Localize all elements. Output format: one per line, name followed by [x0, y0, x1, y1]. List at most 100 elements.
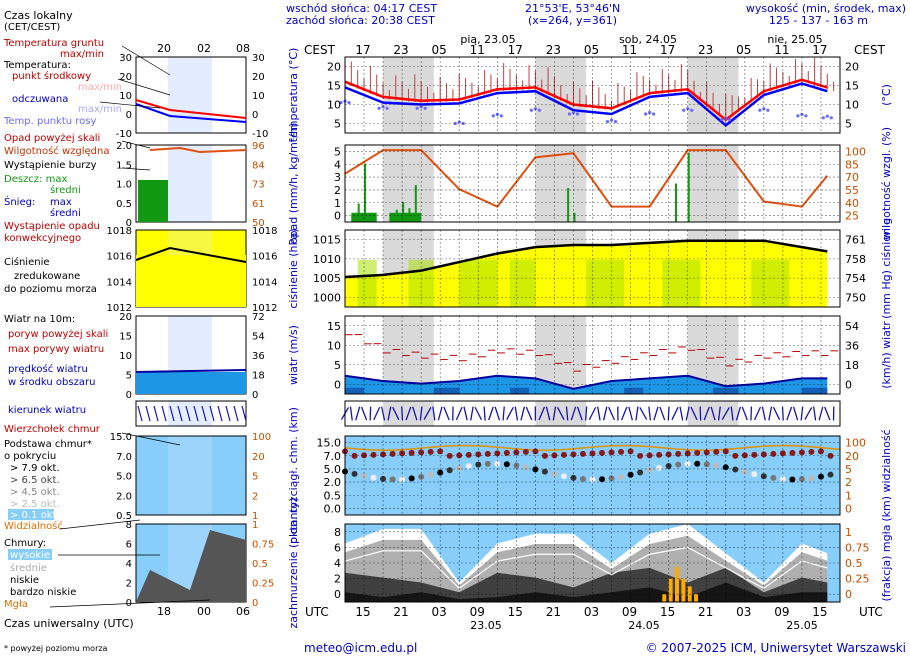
- pressure-shade-5: [662, 260, 700, 307]
- cloud-base-dot: [390, 476, 396, 482]
- dew-point-dot: [758, 109, 761, 112]
- legend-mini-ytick: 4: [126, 559, 132, 570]
- ytick-left: 20: [327, 61, 341, 74]
- wind-shade-3: [624, 388, 643, 394]
- ytick-right: 36: [845, 339, 859, 352]
- cloud-base-dot: [808, 475, 814, 481]
- legend-humidity: Wilgotność względna: [4, 145, 109, 157]
- dew-point-dot: [796, 114, 799, 117]
- ytick-left: 2: [334, 573, 341, 586]
- ytick-right: 85: [845, 158, 859, 171]
- legend-mini-ytick-right: 0.5: [252, 559, 268, 570]
- legend-okt-01: > 0.1 okt.: [10, 510, 60, 521]
- ytick-right: 100: [845, 145, 866, 158]
- legend-convective-2: konwekcyjnego: [4, 233, 81, 244]
- legend-mini-ytick-right: 1014: [252, 277, 277, 288]
- rain-bar: [567, 188, 569, 222]
- legend-mini-ytick: 1016: [107, 252, 132, 263]
- ytick-right: 0.75: [845, 541, 870, 554]
- legend-cloud-texts: Wierzchołek chmur Podstawa chmur* o pokr…: [4, 424, 101, 532]
- cloud-base-dot: [656, 465, 662, 471]
- legend-convective: Wystąpienie opadu: [4, 221, 100, 232]
- legend-tick-bottom-3: 06: [236, 605, 250, 618]
- ytick-right: 0: [845, 502, 852, 515]
- time-bottom-tick: 03: [432, 605, 447, 619]
- legend-ground-temp: Temperatura gruntu: [3, 38, 104, 49]
- dew-point-dot: [385, 107, 388, 110]
- ytick-left: 0.5: [324, 489, 342, 502]
- legend-pressure: Ciśnienie: [4, 256, 50, 268]
- legend-snow-max: max: [50, 197, 72, 208]
- day-bottom-1: 23.05: [470, 619, 502, 632]
- ytick-left: 0: [334, 588, 341, 601]
- legend-mini-ytick-right: 84: [252, 160, 265, 171]
- cloud-base-dot: [523, 464, 529, 470]
- legend-mini-ytick-right: 54: [252, 332, 265, 343]
- cloud-base-dot: [789, 476, 795, 482]
- cloud-base-dot: [466, 463, 472, 469]
- time-top-tick: 23: [698, 43, 713, 57]
- legend-tick-top-1: 20: [157, 42, 171, 55]
- dew-point-dot: [728, 118, 731, 121]
- ytick-right: 15: [845, 80, 859, 93]
- cloud-base-dot: [561, 473, 567, 479]
- ytick-right: 25: [845, 210, 859, 223]
- ytick-left: 5.0: [324, 463, 342, 476]
- legend-cover-texts: Chmury: wysokie średnie niskie bardzo ni…: [4, 538, 76, 610]
- cloud-top-dot: [523, 449, 529, 455]
- wind-arrow: [402, 407, 403, 421]
- legend-mini-ytick: 0: [126, 390, 132, 401]
- time-top-tick: 11: [774, 43, 789, 57]
- legend-wind-center: w środku obszaru: [8, 376, 95, 388]
- time-top-tick: 17: [355, 43, 370, 57]
- legend-temp-texts: Temperatura gruntu max/min Temperatura: …: [3, 38, 122, 127]
- legend-mini-ytick-right: 61: [252, 199, 265, 210]
- cloud-base-dot: [409, 475, 415, 481]
- legend-mini-ytick-right: 18: [252, 371, 265, 382]
- cloud-base-dot: [599, 476, 605, 482]
- legend-mini-ytick-right: 1: [252, 520, 258, 531]
- ytick-left: 1000: [313, 291, 341, 304]
- legend-pressure-3: do poziomu morza: [4, 284, 97, 295]
- cloud-top-dot: [618, 449, 624, 455]
- legend-mini-ytick-right: 20: [252, 72, 265, 83]
- cloud-base-dot: [371, 475, 377, 481]
- ytick-left: 3: [334, 171, 341, 184]
- legend-mini-ytick-right: 100: [252, 432, 271, 443]
- cloud-base-dot: [580, 476, 586, 482]
- legend-mini-ytick: 1.5: [116, 160, 132, 171]
- dew-point-dot: [347, 101, 350, 104]
- dew-point-dot: [822, 116, 825, 119]
- ytick-right: 754: [845, 272, 866, 285]
- ytick-left: 6: [334, 541, 341, 554]
- dew-point-dot: [644, 112, 647, 115]
- legend-mini-ytick-right: -10: [252, 129, 268, 140]
- cloud-top-dot: [466, 452, 472, 458]
- ytick-left: 10: [327, 99, 341, 112]
- legend-mini-ytick-right: 0: [252, 598, 258, 609]
- cloud-base-dot: [675, 462, 681, 468]
- dew-point-dot: [530, 109, 533, 112]
- rain-bar: [675, 184, 677, 223]
- ytick-left: 1: [334, 197, 341, 210]
- cloud-base-dot: [732, 466, 738, 472]
- legend-gust-max: max porywy wiatru: [8, 344, 104, 355]
- legend-pressure-2: zredukowane: [14, 271, 80, 282]
- ytick-right: 10: [845, 99, 859, 112]
- wind-shade-1: [434, 388, 459, 394]
- legend-tick-bottom-2: 00: [197, 605, 211, 618]
- time-top-tick: 05: [432, 43, 447, 57]
- legend-mini-ytick-right: 2: [252, 491, 258, 502]
- legend-mini-ytick-right: 5: [252, 472, 258, 483]
- dew-point-dot: [690, 109, 693, 112]
- footer-email[interactable]: meteo@icm.edu.pl: [304, 641, 417, 655]
- elevation-values: 125 - 137 - 163 m: [769, 14, 868, 27]
- ytick-left: 5: [334, 359, 341, 372]
- time-bottom-tick: 09: [622, 605, 637, 619]
- legend-mini-ytick-right: 73: [252, 180, 265, 191]
- fog-bar: [694, 594, 698, 602]
- sunset: zachód słońca: 20:38 CEST: [286, 14, 435, 27]
- time-bottom-tick: 21: [698, 605, 713, 619]
- cloud-top-dot: [371, 452, 377, 458]
